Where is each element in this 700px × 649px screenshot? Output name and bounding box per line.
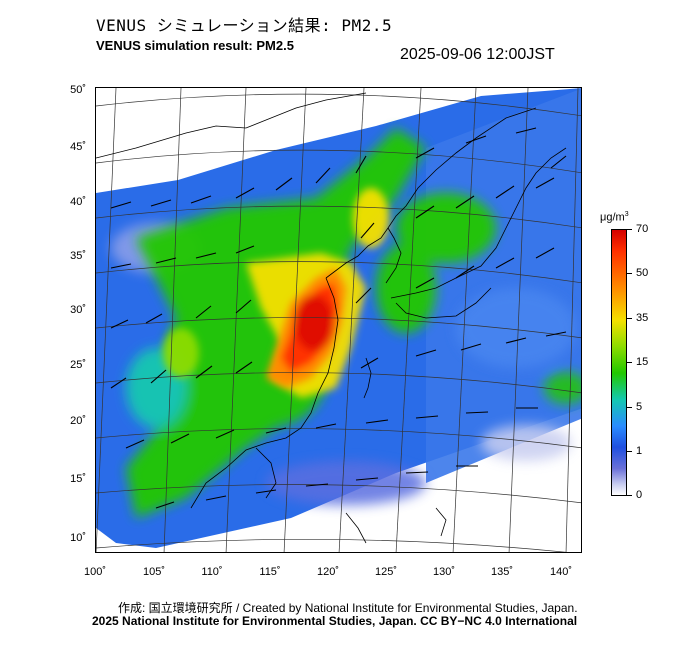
lat-label-40: 40˚ bbox=[70, 196, 86, 208]
lon-label-115: 115˚ bbox=[259, 566, 281, 578]
lon-label-120: 120˚ bbox=[316, 566, 340, 578]
lat-label-30: 30˚ bbox=[70, 304, 86, 316]
colorbar-label-70: 70 bbox=[636, 223, 649, 235]
colorbar-tick bbox=[627, 273, 632, 274]
graticule-lines bbox=[96, 88, 581, 552]
lat-label-25: 25˚ bbox=[70, 359, 86, 371]
concentration-field bbox=[96, 88, 581, 548]
colorbar-tick bbox=[627, 362, 632, 363]
forecast-timestamp: 2025-09-06 12:00JST bbox=[400, 46, 555, 63]
colorbar-label-35: 35 bbox=[636, 312, 649, 324]
lat-label-15: 15˚ bbox=[70, 473, 86, 485]
colorbar-tick bbox=[627, 229, 632, 230]
colorbar-tick bbox=[627, 495, 632, 496]
colorbar-label-0: 0 bbox=[636, 489, 643, 501]
wind-vectors bbox=[110, 127, 567, 509]
credit-line: 作成: 国立環境研究所 / Created by National Instit… bbox=[118, 601, 578, 615]
lat-label-45: 45˚ bbox=[70, 141, 86, 153]
lat-label-35: 35˚ bbox=[70, 250, 86, 262]
lat-label-50: 50˚ bbox=[70, 84, 86, 96]
lon-label-130: 130˚ bbox=[432, 566, 456, 578]
copyright-line: 2025 National Institute for Environmenta… bbox=[92, 614, 578, 628]
lon-label-135: 135˚ bbox=[490, 566, 514, 578]
lon-label-100: 100˚ bbox=[83, 566, 107, 578]
lon-label-140: 140˚ bbox=[549, 566, 573, 578]
colorbar-label-5: 5 bbox=[636, 401, 643, 413]
lat-label-10: 10˚ bbox=[70, 532, 86, 544]
lon-label-105: 105˚ bbox=[142, 566, 166, 578]
lat-label-20: 20˚ bbox=[70, 415, 86, 427]
lon-label-110: 110˚ bbox=[201, 566, 223, 578]
colorbar-tick bbox=[627, 451, 632, 452]
colorbar-unit: μg/m3 bbox=[600, 211, 629, 224]
colorbar-label-1: 1 bbox=[636, 445, 643, 457]
colorbar-legend bbox=[611, 229, 627, 496]
colorbar-tick bbox=[627, 318, 632, 319]
map-title-japanese: VENUS シミュレーション結果: PM2.5 bbox=[96, 16, 393, 35]
colorbar-tick bbox=[627, 407, 632, 408]
lon-label-125: 125˚ bbox=[374, 566, 398, 578]
colorbar-label-50: 50 bbox=[636, 267, 649, 279]
coastlines bbox=[96, 92, 567, 544]
map-title-english: VENUS simulation result: PM2.5 bbox=[96, 38, 294, 53]
pm25-map-canvas bbox=[96, 88, 581, 552]
colorbar-label-15: 15 bbox=[636, 356, 649, 368]
pm25-map bbox=[95, 87, 582, 553]
